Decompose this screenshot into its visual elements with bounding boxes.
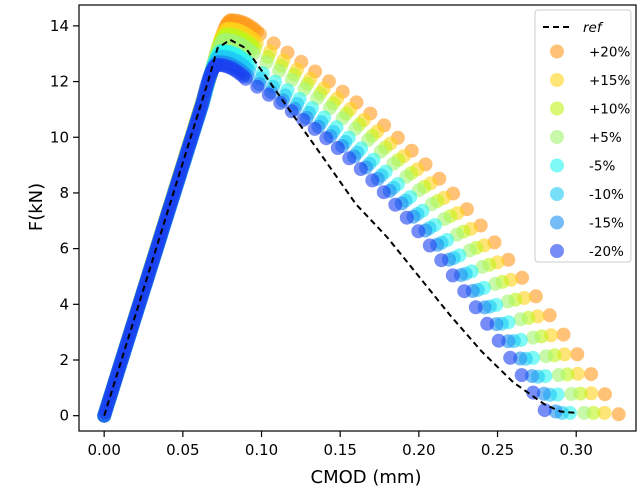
data-point <box>528 289 543 304</box>
data-point <box>445 268 460 283</box>
legend-swatch <box>550 215 564 230</box>
x-tick-label: 0.00 <box>87 441 120 459</box>
x-axis-label: CMOD (mm) <box>311 467 422 488</box>
data-point <box>584 386 599 401</box>
legend-label: -20% <box>589 244 624 260</box>
x-tick-label: 0.20 <box>402 441 435 459</box>
data-point <box>491 333 506 348</box>
x-tick-label: 0.05 <box>166 441 199 459</box>
legend-swatch <box>550 187 564 201</box>
data-point <box>376 185 391 200</box>
data-point <box>307 121 322 136</box>
x-tick-label: 0.30 <box>560 441 593 459</box>
data-point <box>399 210 414 225</box>
data-point <box>457 284 472 299</box>
data-point <box>597 405 612 420</box>
data-point <box>250 79 265 94</box>
data-point <box>488 276 503 291</box>
legend-swatch <box>550 158 564 173</box>
data-point <box>319 131 334 146</box>
data-point <box>556 327 571 342</box>
y-tick-label: 8 <box>59 184 69 202</box>
data-point <box>475 259 490 274</box>
y-tick-label: 10 <box>50 128 69 146</box>
data-marks <box>97 13 626 423</box>
data-point <box>353 162 368 176</box>
data-point <box>597 387 612 402</box>
legend-swatch <box>550 73 564 87</box>
data-point <box>513 312 528 327</box>
legend-label: +15% <box>589 73 630 89</box>
y-tick-label: 6 <box>59 240 69 258</box>
data-point <box>434 253 449 268</box>
y-tick-label: 12 <box>50 73 69 91</box>
data-point <box>537 403 552 418</box>
x-tick-label: 0.10 <box>245 441 278 459</box>
legend-ref-label: ref <box>583 20 604 36</box>
plot-frame <box>78 4 637 432</box>
y-tick-label: 0 <box>59 407 69 425</box>
axes: 0.00 0.05 0.10 0.15 0.20 0.25 0.30 0 2 4 6 8 10 12 14 <box>50 4 637 459</box>
data-point <box>273 95 288 110</box>
y-axis-label: F(kN) <box>26 183 47 231</box>
data-point <box>272 64 287 78</box>
data-point <box>284 104 299 119</box>
reference-line <box>103 38 577 416</box>
data-point <box>570 366 585 381</box>
legend: ref +20% +15% +10% +5% -5% -10% -15% -20% <box>534 9 632 263</box>
data-point <box>584 367 599 382</box>
data-point <box>342 151 357 166</box>
legend-label: +10% <box>589 102 630 118</box>
legend-label: +20% <box>589 45 630 61</box>
data-point <box>330 141 345 155</box>
data-point <box>501 252 516 267</box>
legend-swatch <box>550 101 564 116</box>
data-point <box>480 316 495 331</box>
legend-swatch <box>550 44 564 59</box>
data-point <box>513 351 528 366</box>
legend-swatch <box>550 244 564 258</box>
data-point <box>551 368 566 382</box>
data-point <box>536 386 551 401</box>
data-point <box>514 368 529 383</box>
data-point <box>564 386 579 401</box>
data-point <box>542 308 557 323</box>
data-point <box>259 55 274 70</box>
data-point <box>570 347 585 362</box>
data-point <box>500 294 515 309</box>
data-point <box>577 405 592 420</box>
data-point <box>422 238 437 253</box>
x-tick-label: 0.15 <box>323 441 356 459</box>
data-point <box>261 87 276 102</box>
y-tick-label: 4 <box>59 295 69 313</box>
data-point <box>526 330 541 345</box>
data-point <box>238 71 253 86</box>
data-point <box>503 350 518 365</box>
data-point <box>525 369 539 384</box>
data-point <box>526 385 541 400</box>
y-tick-label: 2 <box>59 351 69 369</box>
data-point <box>611 407 626 422</box>
legend-swatch <box>550 130 564 144</box>
legend-label: -5% <box>589 159 615 175</box>
series--20% <box>97 57 552 423</box>
data-point <box>296 112 311 127</box>
data-point <box>365 173 380 188</box>
data-point <box>388 197 403 212</box>
data-point <box>539 349 553 364</box>
data-point <box>515 270 530 285</box>
data-point <box>411 224 426 239</box>
legend-label: -10% <box>589 187 624 203</box>
x-tick-label: 0.25 <box>481 441 514 459</box>
legend-label: -15% <box>589 216 624 232</box>
legend-label: +5% <box>589 130 622 146</box>
y-tick-label: 14 <box>50 17 69 35</box>
data-point <box>468 300 483 315</box>
